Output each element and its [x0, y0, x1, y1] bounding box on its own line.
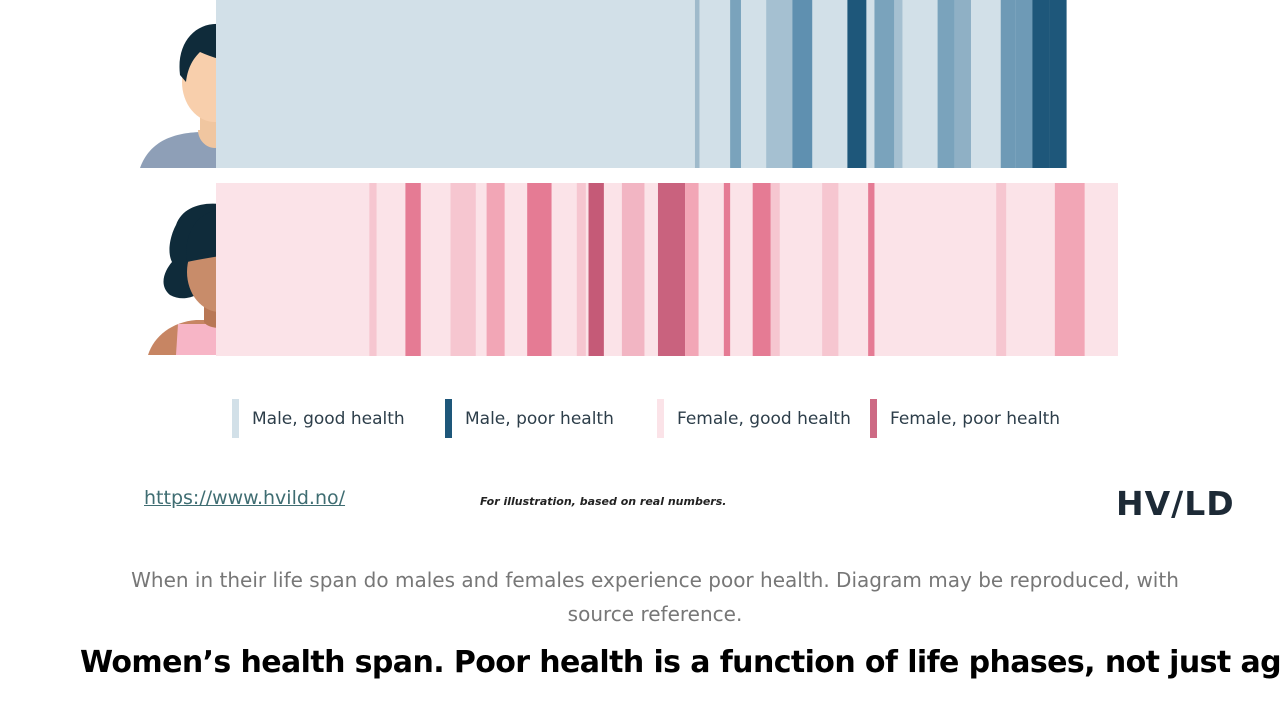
male-bar-base [216, 0, 1067, 168]
legend-label-male-good: Male, good health [252, 408, 405, 429]
male-band-11 [1032, 0, 1050, 168]
male-band-2 [766, 0, 793, 168]
female-band-6 [588, 183, 604, 356]
legend-swatch-male-good [232, 399, 239, 438]
male-band-12 [1049, 0, 1067, 168]
figure-caption: When in their life span do males and fem… [131, 568, 1179, 626]
legend-female-good: Female, good health [657, 399, 851, 438]
legend-female-poor: Female, poor health [870, 399, 1060, 438]
legend-swatch-female-poor [870, 399, 877, 438]
female-band-4 [527, 183, 552, 356]
male-band-1 [730, 0, 741, 168]
female-band-9 [685, 183, 699, 356]
female-band-8 [657, 183, 686, 356]
male-band-8 [954, 0, 971, 168]
male-band-7 [937, 0, 955, 168]
female-band-5 [576, 183, 586, 356]
illustration-note: For illustration, based on real numbers. [480, 495, 727, 508]
female-health-bar [216, 183, 1118, 356]
male-band-6 [894, 0, 903, 168]
headline: Women’s health span. Poor health is a fu… [80, 645, 1280, 680]
legend-label-female-poor: Female, poor health [890, 408, 1061, 429]
legend-label-male-poor: Male, poor health [465, 408, 614, 429]
female-band-3 [486, 183, 505, 356]
male-band-9 [1000, 0, 1016, 168]
legend-swatch-female-good [657, 399, 664, 438]
male-health-bar [216, 0, 1067, 168]
male-band-3 [792, 0, 813, 168]
female-band-11 [752, 183, 771, 356]
legend-male-good: Male, good health [232, 399, 405, 438]
female-band-2 [450, 183, 476, 356]
male-band-5 [874, 0, 895, 168]
female-band-7 [621, 183, 645, 356]
female-band-16 [1054, 183, 1085, 356]
female-band-10 [723, 183, 731, 356]
female-band-15 [996, 183, 1007, 356]
source-link[interactable]: https://www.hvild.no/ [144, 487, 346, 509]
female-band-1 [405, 183, 421, 356]
male-band-0 [694, 0, 700, 168]
hvild-logo: HV/LD [1116, 484, 1235, 523]
female-band-12 [770, 183, 780, 356]
legend-swatch-male-poor [445, 399, 452, 438]
male-band-4 [847, 0, 867, 168]
legend-male-poor: Male, poor health [445, 399, 614, 438]
female-band-0 [369, 183, 377, 356]
legend-label-female-good: Female, good health [677, 408, 851, 429]
health-span-chart [140, 0, 1118, 356]
female-band-13 [822, 183, 839, 356]
female-band-14 [868, 183, 875, 356]
male-band-10 [1015, 0, 1033, 168]
